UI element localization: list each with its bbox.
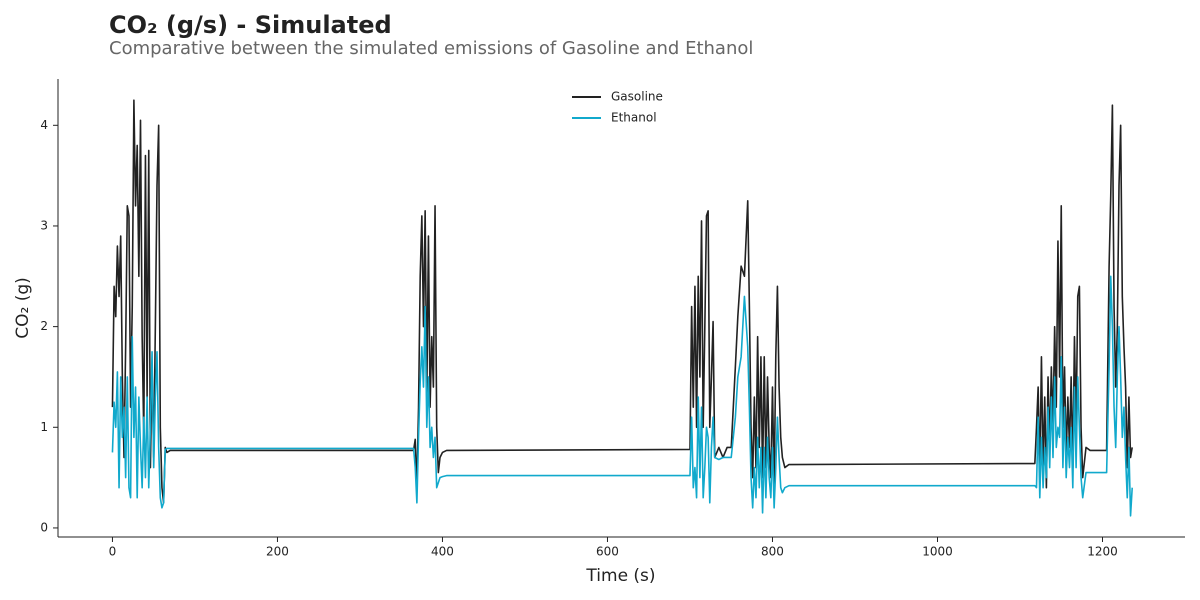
legend-label: Gasoline [611, 90, 663, 104]
x-axis-label: Time (s) [585, 566, 655, 586]
y-tick-label: 0 [40, 520, 48, 534]
x-tick-label: 200 [266, 545, 289, 559]
series-line [111, 275, 1133, 517]
legend-label: Ethanol [611, 111, 657, 125]
series-line [111, 99, 1133, 504]
y-tick-label: 1 [40, 420, 48, 434]
x-tick-label: 400 [431, 545, 454, 559]
y-axis-label: CO₂ (g) [13, 277, 33, 339]
chart-title: CO₂ (g/s) - Simulated [109, 11, 392, 39]
x-tick-label: 800 [761, 545, 784, 559]
x-tick-label: 1000 [922, 545, 953, 559]
y-tick-label: 3 [40, 218, 48, 232]
x-tick-label: 1200 [1087, 545, 1118, 559]
y-tick-label: 4 [40, 118, 48, 132]
chart-subtitle: Comparative between the simulated emissi… [109, 38, 753, 59]
x-tick-label: 0 [109, 545, 117, 559]
y-tick-label: 2 [40, 319, 48, 333]
x-tick-label: 600 [596, 545, 619, 559]
